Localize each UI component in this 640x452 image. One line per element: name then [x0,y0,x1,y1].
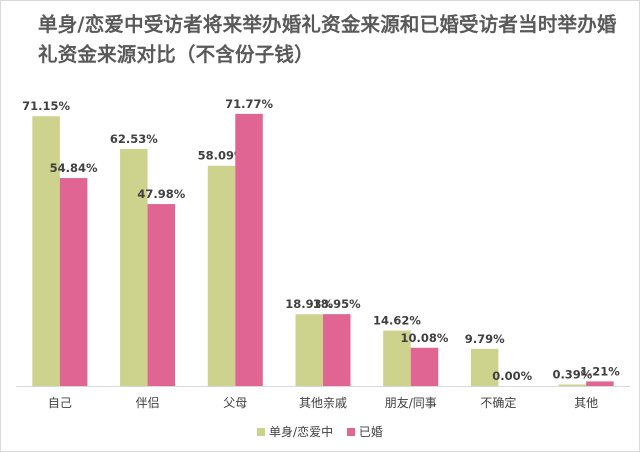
legend-label-married: 已婚 [358,425,383,439]
bar-single-2 [120,148,148,386]
legend-label-single: 单身/恋爱中 [269,425,334,439]
legend: 单身/恋爱中 已婚 [0,424,640,440]
data-label-married-2: 47.98% [137,187,185,201]
data-label-married-3: 71.77% [225,97,273,111]
data-label-single-6: 9.79% [465,332,505,346]
bar-married-7 [586,381,614,386]
x-tick-label-2: 伴侣 [136,395,160,410]
bar-married-2 [147,204,176,386]
bar-single-6 [470,348,499,386]
data-label-married-5: 10.08% [401,331,449,345]
chart-title: 单身/恋爱中受访者将来举办婚礼资金来源和已婚受访者当时举办婚礼资金来源对比（不含… [38,13,617,66]
data-label-married-7: 1.21% [580,364,620,378]
bar-single-5 [383,330,411,386]
data-label-married-6: 0.00% [492,369,532,383]
data-label-single-2: 62.53% [110,132,158,146]
data-label-married-4: 18.95% [313,297,361,311]
legend-swatch-single [257,428,266,436]
data-label-single-3: 58.09% [198,149,246,163]
data-label-single-4: 18.93% [285,297,333,311]
bar-single-1 [32,116,60,387]
data-label-single-5: 14.62% [373,314,421,328]
legend-item-married: 已婚 [346,424,383,440]
data-label-single-1: 71.15% [22,99,70,113]
bar-single-3 [207,165,236,386]
bar-married-3 [235,113,263,387]
legend-swatch-married [346,428,355,436]
legend-item-single: 单身/恋爱中 [257,424,333,440]
x-tick-label-7: 其他 [574,396,598,410]
x-tick-label-1: 自己 [48,396,72,410]
data-label-single-7: 0.39% [552,368,592,382]
bar-married-4 [323,314,351,386]
x-tick-label-3: 父母 [223,396,247,410]
bar-single-7 [558,384,587,386]
bar-married-5 [410,347,439,386]
data-label-married-1: 54.84% [50,161,98,175]
bar-single-4 [295,314,323,386]
x-tick-label-5: 朋友/同事 [385,396,437,410]
bar-married-1 [59,178,88,386]
x-tick-label-6: 不确定 [480,395,516,410]
x-tick-label-4: 其他亲戚 [299,396,347,410]
